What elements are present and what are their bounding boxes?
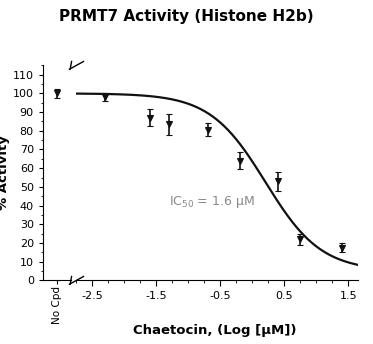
Y-axis label: % Activity: % Activity bbox=[0, 136, 10, 210]
Text: Chaetocin, (Log [μM]): Chaetocin, (Log [μM]) bbox=[133, 324, 296, 337]
Text: IC$_{50}$ = 1.6 μM: IC$_{50}$ = 1.6 μM bbox=[169, 194, 255, 210]
Text: PRMT7 Activity (Histone H2b): PRMT7 Activity (Histone H2b) bbox=[59, 9, 314, 24]
